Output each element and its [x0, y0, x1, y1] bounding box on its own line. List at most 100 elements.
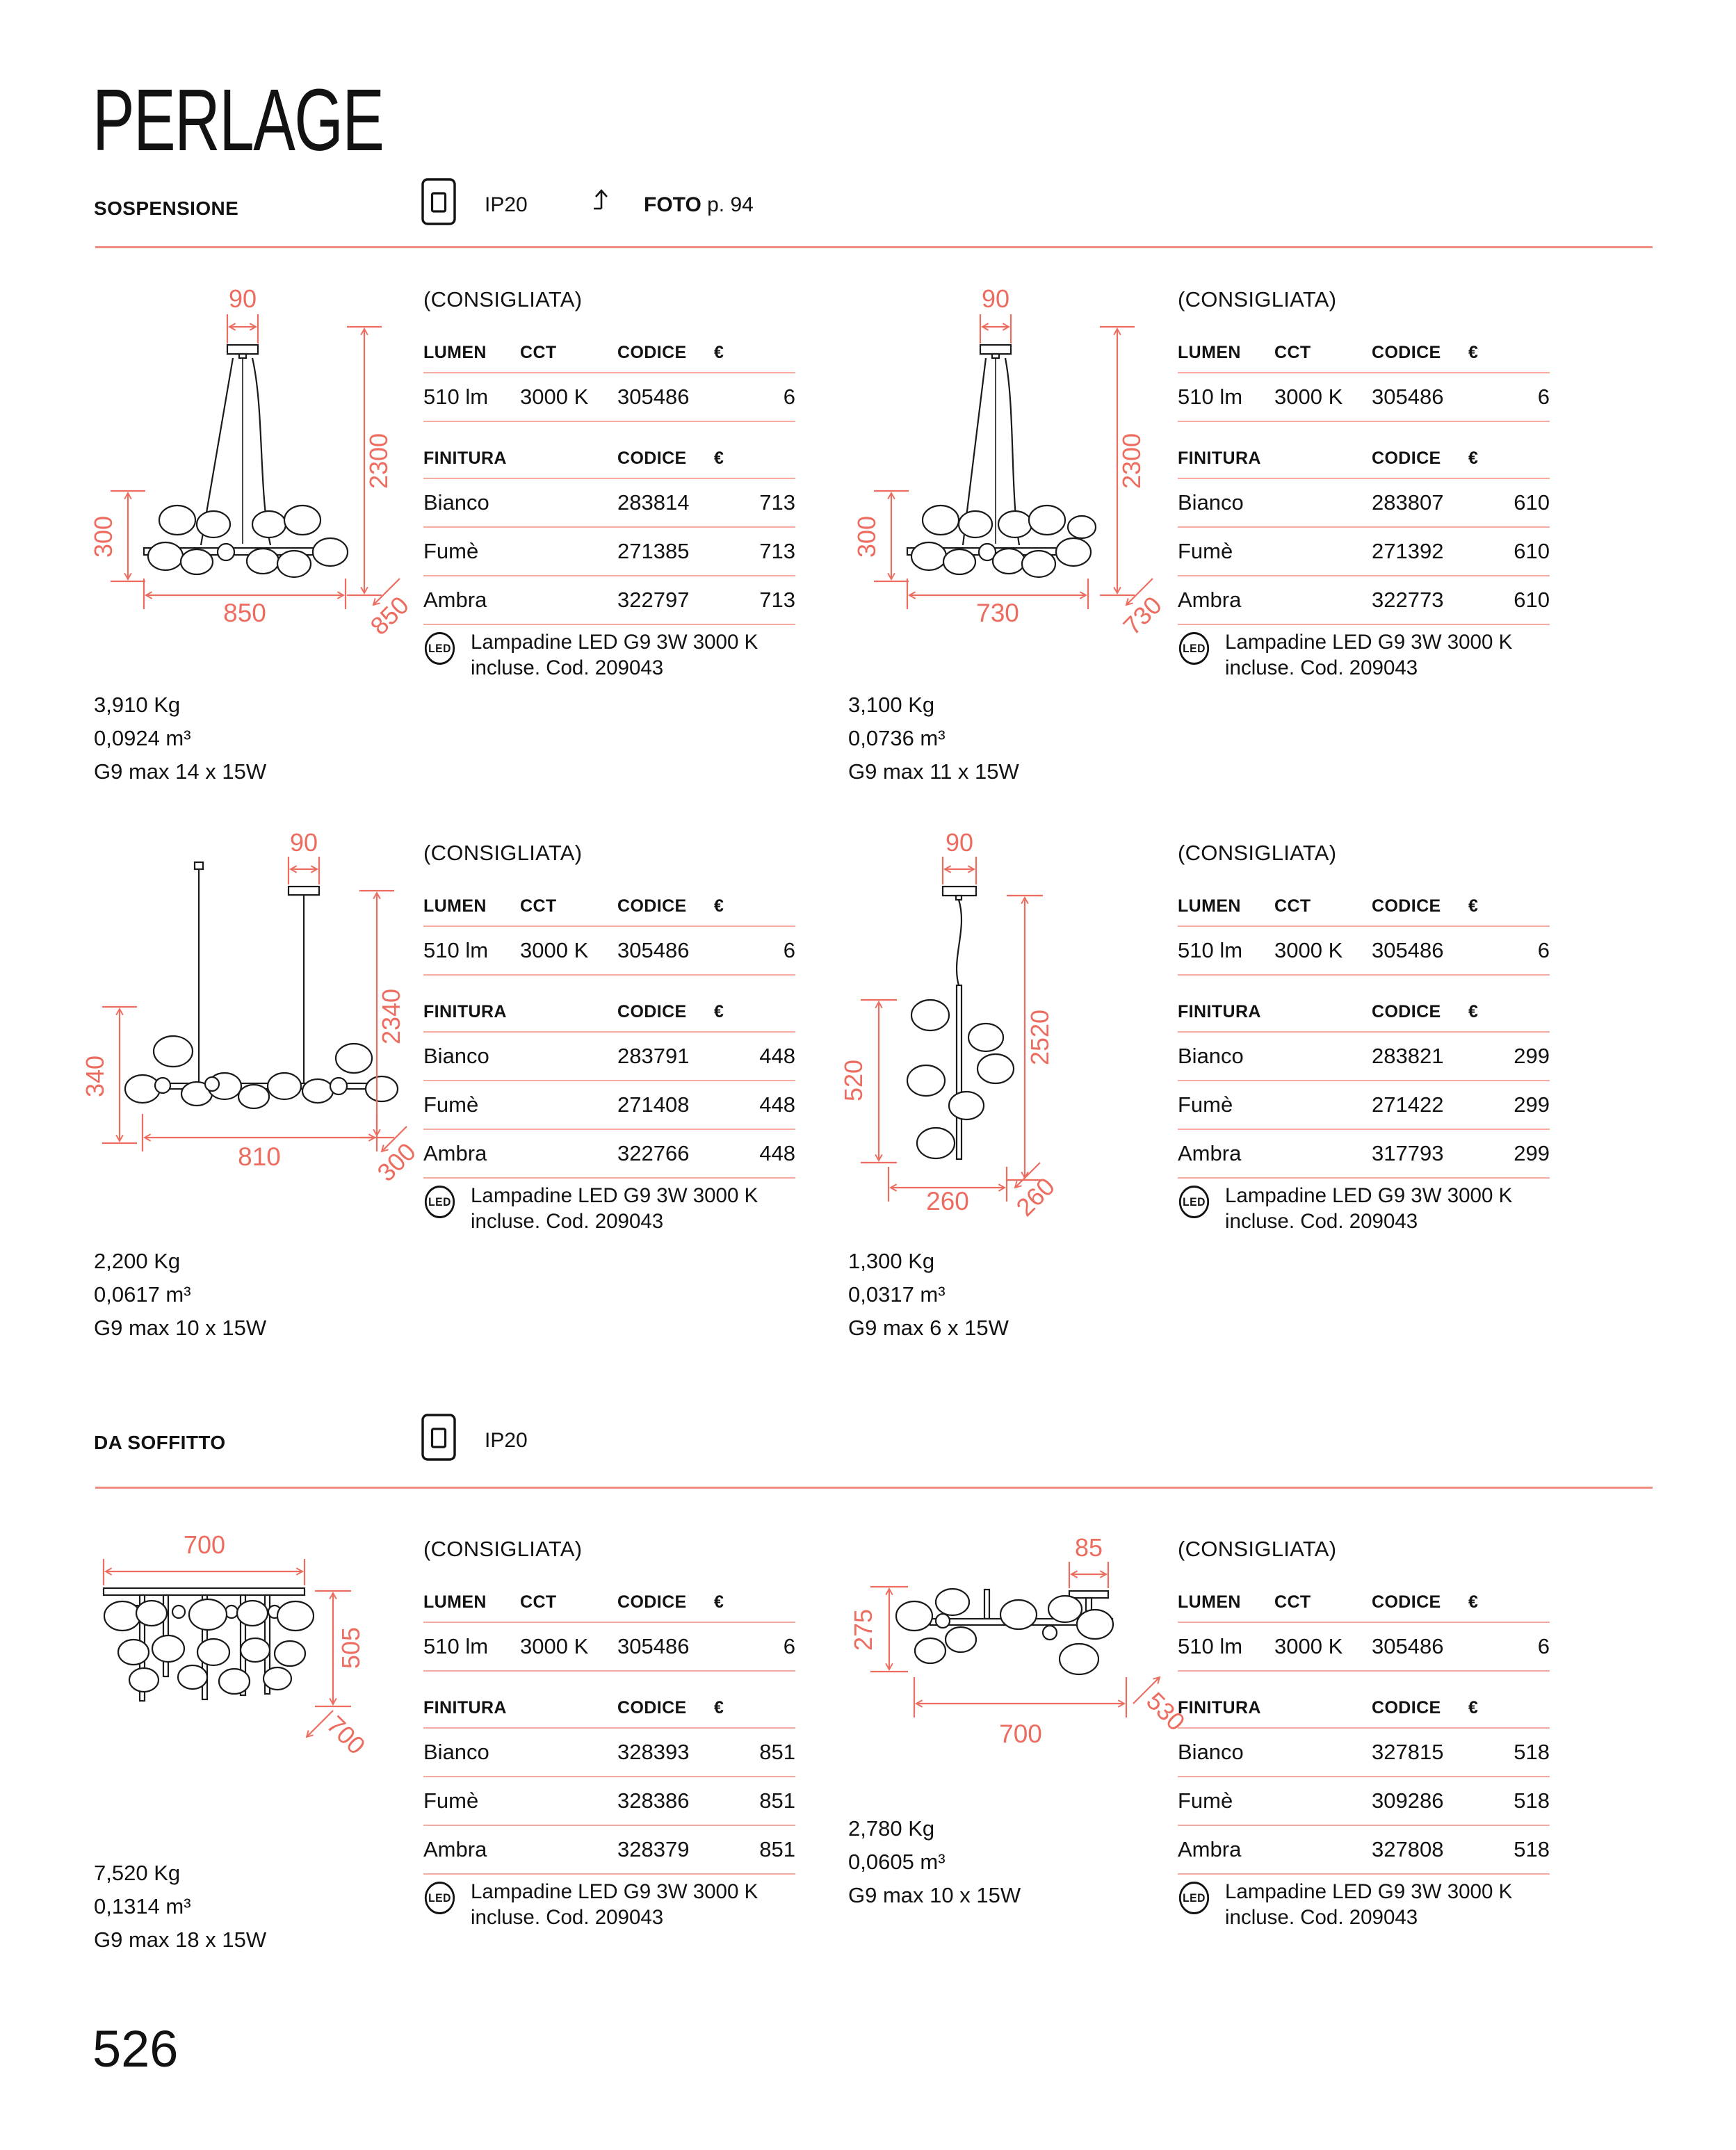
led-note-line1: Lampadine LED G9 3W 3000 K	[1225, 1880, 1513, 1903]
finiture-table: FINITURA CODICE € Bianco 328393 851 Fumè 32…	[423, 1698, 795, 1875]
finish-code: 283814	[617, 478, 714, 528]
technical-drawing-suspension-730: 90 300 730 2300 730	[852, 284, 1167, 640]
column-header-cct: CCT	[520, 1592, 617, 1623]
dim-label: 300	[89, 516, 117, 558]
section-label-sospensione: SOSPENSIONE	[94, 197, 239, 219]
finish-row: Fumè 328386 851	[423, 1777, 795, 1826]
column-header-codice: CODICE	[617, 1698, 714, 1729]
led-badge-icon: LED	[424, 632, 455, 665]
finish-row: Ambra 322766 448	[423, 1129, 795, 1179]
finish-code: 271408	[617, 1081, 714, 1130]
finish-code: 271422	[1372, 1081, 1468, 1130]
dim-label: 300	[852, 516, 881, 558]
table-row: 510 lm 3000 K 305486 6	[423, 373, 795, 422]
finiture-table: FINITURA CODICE € Bianco 283791 448 Fumè 27…	[423, 1002, 795, 1179]
codice-value: 305486	[1372, 1622, 1468, 1672]
dim-label: 505	[336, 1627, 365, 1669]
codice-value: 305486	[1372, 373, 1468, 422]
consigliata-label: (CONSIGLIATA)	[1178, 1537, 1337, 1561]
codice-value: 305486	[617, 1622, 714, 1672]
finish-row: Fumè 271408 448	[423, 1081, 795, 1130]
weight-value: 3,100 Kg	[848, 693, 935, 717]
column-header-finitura: FINITURA	[1178, 1698, 1372, 1729]
finish-price: 851	[714, 1777, 795, 1826]
volume-value: 0,0617 m³	[94, 1282, 191, 1307]
consigliata-label: (CONSIGLIATA)	[423, 841, 583, 865]
finish-name: Fumè	[423, 1777, 617, 1826]
column-header-codice: CODICE	[617, 448, 714, 479]
lumen-table: LUMEN CCT CODICE € 510 lm 3000 K 305486 …	[1178, 1592, 1550, 1672]
section-divider	[95, 246, 1653, 248]
dim-label: 275	[849, 1609, 877, 1651]
dim-label: 700	[184, 1530, 225, 1559]
led-note-line1: Lampadine LED G9 3W 3000 K	[471, 631, 759, 654]
column-header-codice: CODICE	[1372, 1002, 1468, 1033]
column-header-cct: CCT	[520, 343, 617, 373]
dim-label: 2300	[364, 433, 393, 489]
column-header-euro: €	[714, 448, 795, 479]
table-row: 510 lm 3000 K 305486 6	[423, 1622, 795, 1672]
finish-price: 299	[1468, 1129, 1550, 1179]
finish-name: Ambra	[1178, 576, 1372, 625]
finish-code: 309286	[1372, 1777, 1468, 1826]
column-header-euro: €	[714, 896, 795, 927]
cct-value: 3000 K	[1274, 1622, 1372, 1672]
finish-code: 328379	[617, 1825, 714, 1875]
finiture-table: FINITURA CODICE € Bianco 283821 299 Fumè 27…	[1178, 1002, 1550, 1179]
finish-row: Ambra 317793 299	[1178, 1129, 1550, 1179]
lamp-value: G9 max 14 x 15W	[94, 759, 267, 784]
finish-row: Fumè 271392 610	[1178, 527, 1550, 576]
column-header-cct: CCT	[1274, 1592, 1372, 1623]
finish-name: Bianco	[1178, 478, 1372, 528]
dim-label: 2520	[1025, 1010, 1054, 1065]
finish-code: 322766	[617, 1129, 714, 1179]
finish-price: 851	[714, 1728, 795, 1777]
lumen-value: 510 lm	[423, 373, 520, 422]
column-header-codice: CODICE	[1372, 1698, 1468, 1729]
lumen-table: LUMEN CCT CODICE € 510 lm 3000 K 305486 …	[423, 896, 795, 976]
price-value: 6	[714, 1622, 795, 1672]
dim-label: 730	[1117, 590, 1167, 640]
column-header-lumen: LUMEN	[423, 343, 520, 373]
column-header-euro: €	[1468, 1592, 1550, 1623]
weight-value: 7,520 Kg	[94, 1861, 181, 1885]
dim-label: 700	[321, 1710, 371, 1759]
column-header-euro: €	[714, 343, 795, 373]
volume-value: 0,0317 m³	[848, 1282, 946, 1307]
dim-label: 90	[290, 828, 318, 857]
finish-code: 328393	[617, 1728, 714, 1777]
led-note-line2: incluse. Cod. 209043	[471, 656, 664, 679]
column-header-euro: €	[1468, 1002, 1550, 1033]
finish-row: Bianco 328393 851	[423, 1728, 795, 1777]
lumen-table: LUMEN CCT CODICE € 510 lm 3000 K 305486 …	[423, 1592, 795, 1672]
foto-label: FOTO	[644, 193, 701, 216]
column-header-finitura: FINITURA	[423, 1698, 617, 1729]
finish-price: 299	[1468, 1081, 1550, 1130]
finish-code: 283807	[1372, 478, 1468, 528]
finish-code: 317793	[1372, 1129, 1468, 1179]
finish-row: Ambra 328379 851	[423, 1825, 795, 1875]
finish-row: Bianco 283821 299	[1178, 1032, 1550, 1081]
finish-row: Bianco 283807 610	[1178, 478, 1550, 528]
column-header-euro: €	[714, 1698, 795, 1729]
finish-name: Ambra	[1178, 1825, 1372, 1875]
finish-price: 448	[714, 1081, 795, 1130]
product-specs: 3,100 Kg 0,0736 m³ G9 max 11 x 15W	[848, 688, 1019, 789]
technical-drawing-suspension-850: 90 300 850 2300 850	[89, 284, 414, 640]
led-note-line1: Lampadine LED G9 3W 3000 K	[471, 1880, 759, 1903]
column-header-lumen: LUMEN	[423, 896, 520, 927]
led-note-line1: Lampadine LED G9 3W 3000 K	[1225, 1184, 1513, 1207]
codice-value: 305486	[1372, 926, 1468, 976]
led-note-line2: incluse. Cod. 209043	[1225, 1906, 1418, 1929]
finish-code: 271385	[617, 527, 714, 576]
price-value: 6	[714, 373, 795, 422]
finish-row: Ambra 327808 518	[1178, 1825, 1550, 1875]
column-header-lumen: LUMEN	[423, 1592, 520, 1623]
column-header-cct: CCT	[1274, 343, 1372, 373]
finish-code: 328386	[617, 1777, 714, 1826]
led-note-line1: Lampadine LED G9 3W 3000 K	[1225, 631, 1513, 654]
led-badge-icon: LED	[1178, 1882, 1210, 1914]
price-value: 6	[1468, 1622, 1550, 1672]
lumen-value: 510 lm	[1178, 926, 1274, 976]
technical-drawing-suspension-810: 90 340 810 2340 300	[81, 828, 421, 1187]
